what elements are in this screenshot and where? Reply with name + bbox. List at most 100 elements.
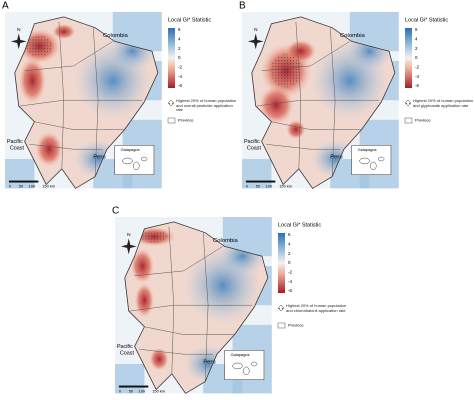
province-border bbox=[329, 27, 336, 177]
hotspot-label: Highest 20% of human population and over… bbox=[176, 99, 237, 113]
colorbar-tick-label: -4 bbox=[288, 279, 292, 284]
colorbar-tick-label: 2 bbox=[415, 46, 418, 51]
province-border bbox=[34, 121, 125, 130]
north-label: N bbox=[254, 27, 258, 33]
place-label: Peru bbox=[203, 360, 215, 366]
island bbox=[377, 156, 385, 162]
colorbar-tick-label: -4 bbox=[178, 74, 182, 79]
province-border bbox=[271, 121, 362, 130]
colorbar-tick-label: 4 bbox=[415, 37, 418, 42]
scale-label: 100 bbox=[266, 183, 273, 188]
country-border bbox=[124, 221, 269, 394]
province-border bbox=[134, 246, 223, 277]
hot-spot bbox=[134, 282, 155, 318]
colorbar-tick-label: 0 bbox=[415, 55, 418, 60]
inset-box bbox=[224, 350, 265, 380]
province-symbol bbox=[167, 117, 176, 124]
panel-label: B bbox=[239, 1, 246, 12]
province-border bbox=[139, 349, 214, 355]
colorbar-tick-label: -2 bbox=[178, 65, 182, 70]
province-border bbox=[24, 41, 113, 72]
province-border bbox=[202, 232, 209, 382]
place-label: Colombia bbox=[340, 33, 366, 39]
colorbar-tick-label: 6 bbox=[288, 232, 291, 237]
hotspot-symbol bbox=[277, 304, 285, 312]
province-border bbox=[261, 41, 350, 72]
province-label: Province bbox=[178, 118, 194, 123]
panel-label: A bbox=[2, 1, 9, 12]
north-arrow bbox=[247, 33, 264, 50]
place-label: Pacific bbox=[7, 139, 23, 145]
scale-bar bbox=[8, 180, 39, 183]
hotspot-label: Highest 20% of human population and glyp… bbox=[413, 99, 474, 108]
country-border bbox=[14, 16, 159, 189]
island bbox=[232, 362, 243, 370]
hotspot-label: Highest 20% of human population and chlo… bbox=[286, 304, 347, 313]
place-label: Coast bbox=[247, 146, 262, 152]
hot-spot bbox=[18, 57, 47, 105]
north-arrow bbox=[10, 33, 27, 50]
colorbar-tick-label: -4 bbox=[415, 74, 419, 79]
province-border bbox=[266, 144, 341, 150]
island bbox=[133, 161, 140, 171]
place-label: Colombia bbox=[213, 238, 239, 244]
place-label: Pacific bbox=[117, 344, 133, 350]
island bbox=[122, 157, 133, 165]
island bbox=[250, 361, 258, 367]
raster-patch bbox=[5, 159, 35, 189]
colorbar-tick-label: 0 bbox=[178, 55, 181, 60]
colorbar-tick-label: 6 bbox=[415, 27, 418, 32]
scale-bar bbox=[118, 385, 149, 388]
scale-label: 0 bbox=[119, 388, 122, 393]
hot-spot bbox=[130, 248, 155, 284]
inset-label: Galapagos bbox=[121, 147, 140, 152]
hotspot-symbol bbox=[404, 99, 412, 107]
province-border bbox=[92, 27, 99, 177]
scale-label: 150 km bbox=[42, 183, 55, 188]
inset-box bbox=[114, 145, 155, 175]
hatched-area bbox=[141, 230, 168, 243]
north-arrow bbox=[120, 238, 137, 255]
scale-label: 0 bbox=[246, 183, 249, 188]
hatched-area bbox=[270, 54, 302, 88]
scale-label: 50 bbox=[19, 183, 24, 188]
scale-label: 0 bbox=[9, 183, 12, 188]
country-border bbox=[251, 16, 396, 189]
hotspot-symbol bbox=[167, 99, 175, 107]
province-label: Province bbox=[288, 323, 304, 328]
island bbox=[359, 157, 370, 165]
hot-spot bbox=[258, 85, 294, 125]
island bbox=[243, 366, 250, 376]
island bbox=[140, 156, 148, 162]
province-border bbox=[29, 144, 104, 150]
province-border bbox=[58, 21, 65, 169]
colorbar-tick-label: 4 bbox=[178, 37, 181, 42]
colorbar-tick-label: 6 bbox=[178, 27, 181, 32]
colorbar-tick-label: -2 bbox=[288, 270, 292, 275]
scale-label: 150 km bbox=[279, 183, 292, 188]
colorbar-tick-label: -6 bbox=[415, 83, 419, 88]
province-label: Province bbox=[415, 118, 431, 123]
colorbar-tick-label: -2 bbox=[415, 65, 419, 70]
province-border bbox=[295, 21, 302, 169]
hotspot-legend: Highest 20% of human population and over… bbox=[176, 99, 237, 113]
panel-label: C bbox=[112, 206, 119, 217]
north-label: N bbox=[127, 232, 131, 238]
place-label: Coast bbox=[10, 146, 25, 152]
scale-label: 50 bbox=[256, 183, 261, 188]
colorbar bbox=[405, 28, 412, 88]
scale-label: 100 bbox=[29, 183, 36, 188]
colorbar-tick-label: -6 bbox=[288, 288, 292, 293]
hotspot-legend: Highest 20% of human population and glyp… bbox=[413, 99, 474, 108]
place-label: Pacific bbox=[244, 139, 260, 145]
inset-label: Galapagos bbox=[231, 352, 250, 357]
raster-patch bbox=[115, 364, 145, 394]
hatched-area bbox=[26, 35, 53, 57]
colorbar bbox=[278, 233, 285, 293]
scale-bar bbox=[245, 180, 276, 183]
hotspot-legend: Highest 20% of human population and chlo… bbox=[286, 304, 347, 313]
